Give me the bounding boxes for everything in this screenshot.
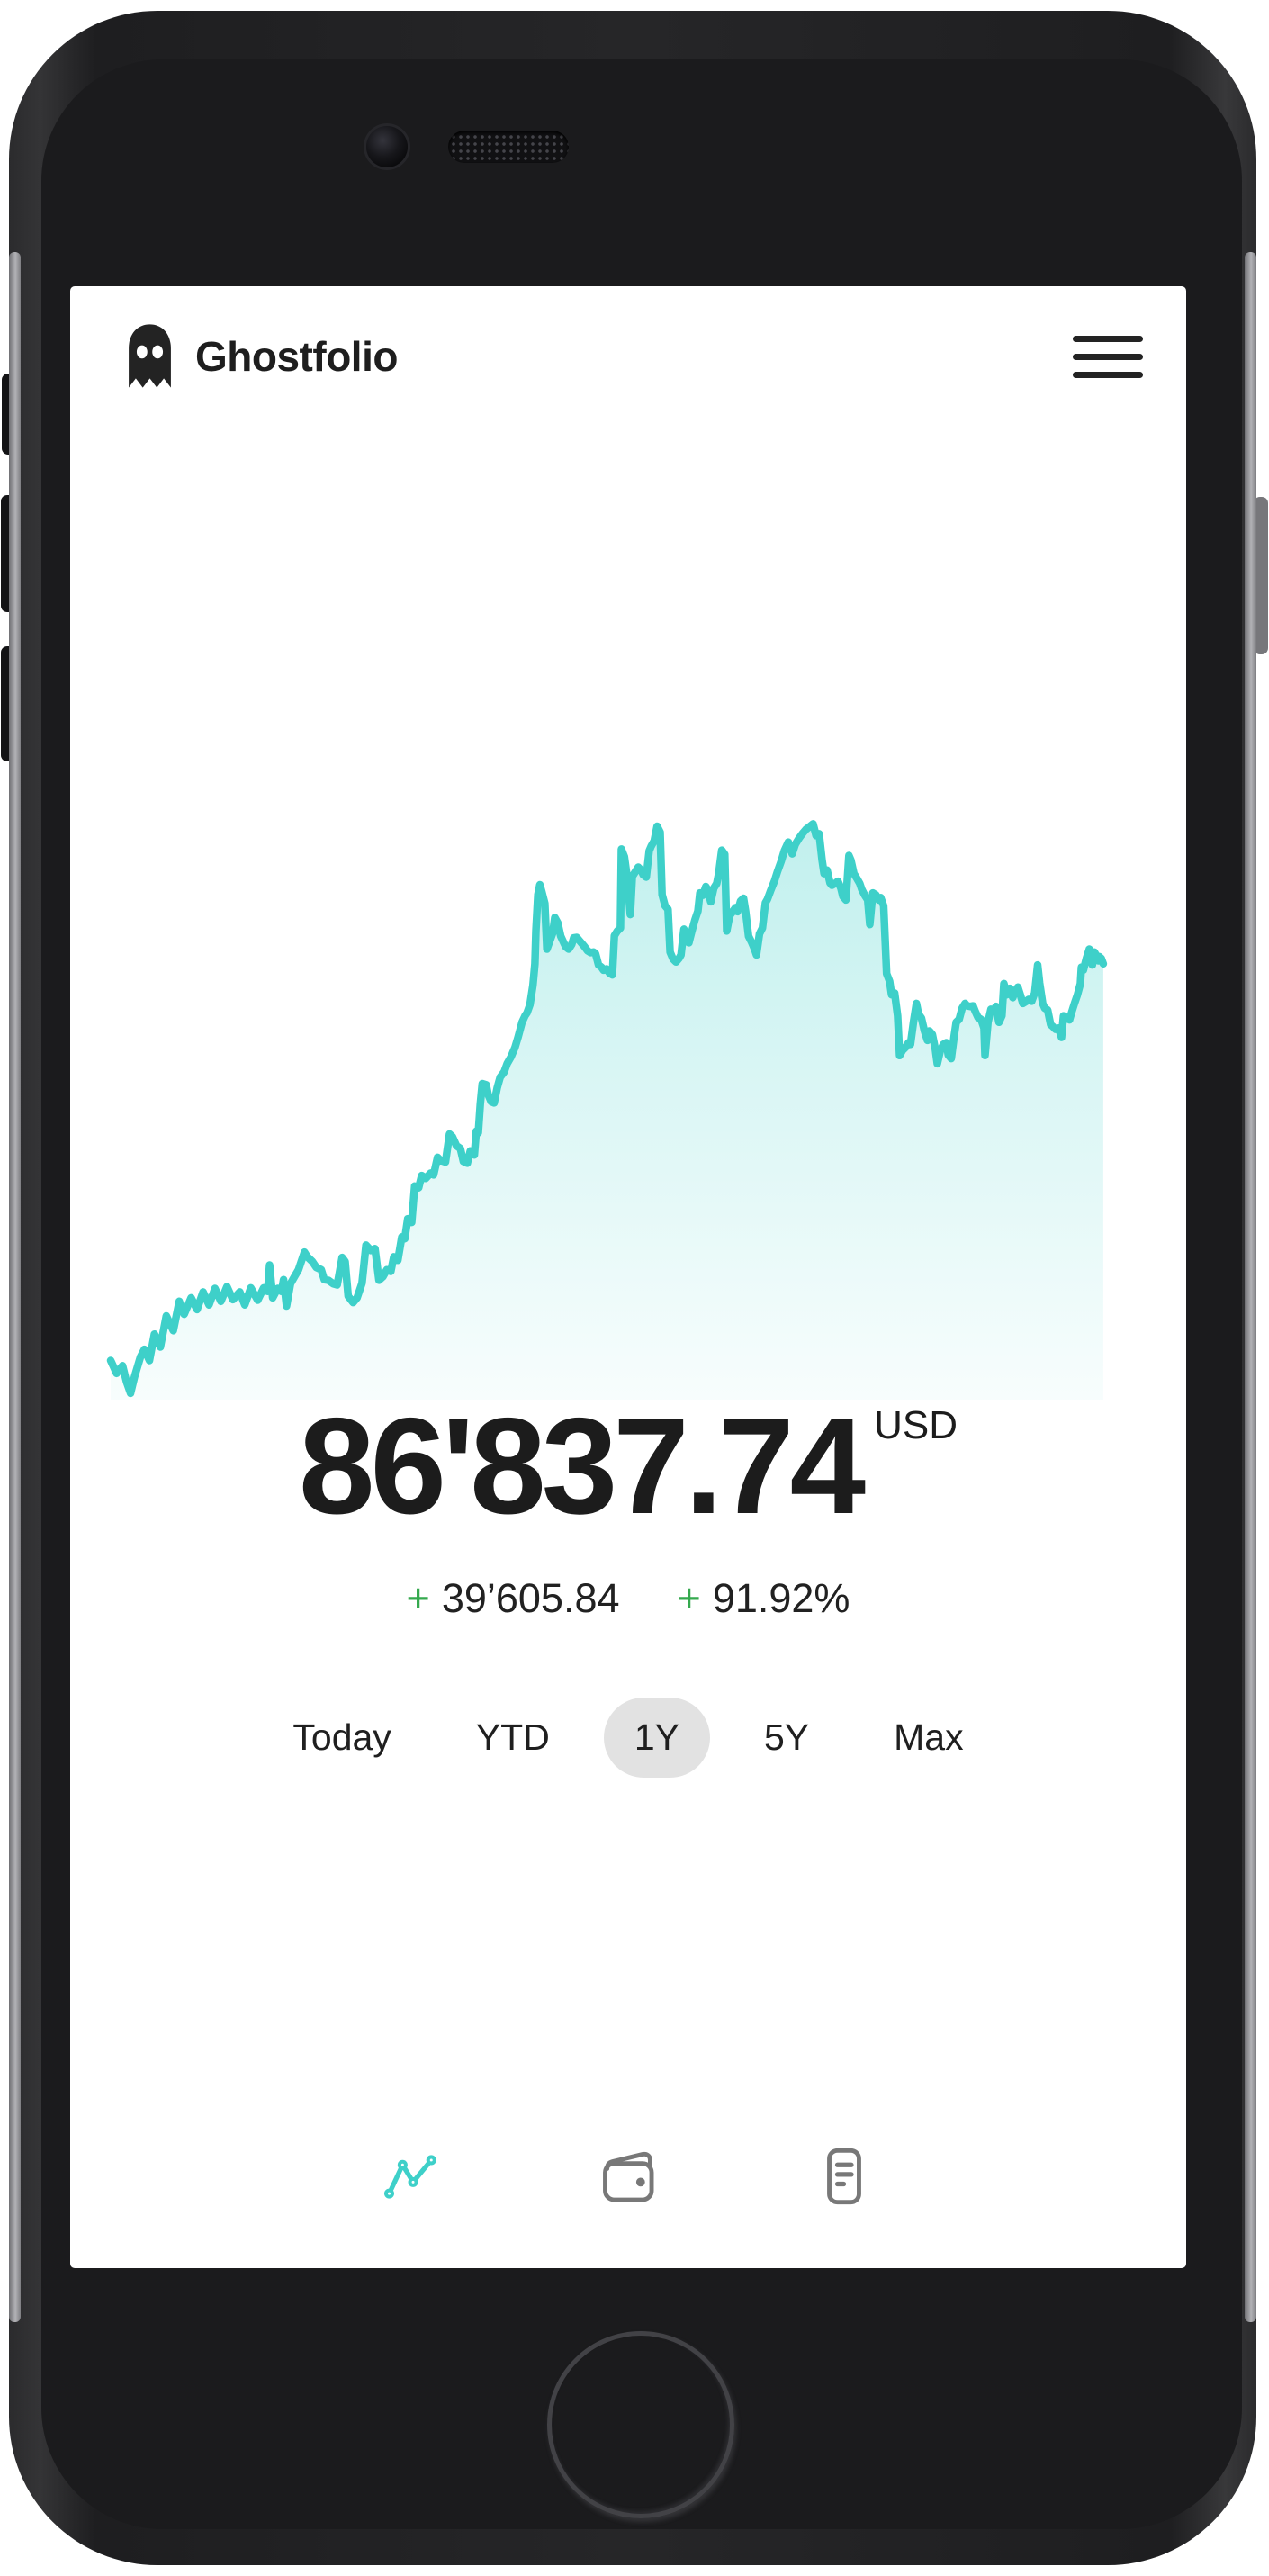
period-selector: Today YTD 1Y 5Y Max (70, 1698, 1186, 1778)
change-percent-sign: + (677, 1575, 701, 1621)
period-button-5y[interactable]: 5Y (763, 1716, 810, 1758)
document-icon (827, 2148, 861, 2205)
hamburger-menu-icon[interactable] (1071, 327, 1145, 387)
wallet-icon (603, 2151, 654, 2202)
period-button-max[interactable]: Max (894, 1716, 964, 1758)
portfolio-currency: USD (874, 1403, 958, 1447)
change-absolute: + 39’605.84 (407, 1575, 620, 1622)
home-button (547, 2331, 734, 2518)
performance-area (111, 824, 1103, 1400)
period-button-ytd[interactable]: YTD (475, 1716, 550, 1758)
nav-performance[interactable] (382, 2146, 443, 2207)
period-button-1y[interactable]: 1Y (603, 1698, 710, 1778)
phone-right-rail (1245, 252, 1256, 2322)
app-screen: Ghostfolio 86'837.74 USD + 39’605.84 (70, 286, 1186, 2268)
nav-report[interactable] (814, 2146, 875, 2207)
performance-line (106, 820, 1108, 1398)
power-button (1254, 497, 1268, 654)
portfolio-value-row: 86'837.74 USD (70, 1398, 1186, 1535)
earpiece-speaker (448, 131, 569, 163)
performance-chart[interactable] (106, 815, 1108, 1400)
change-percent-value: 91.92% (712, 1575, 850, 1621)
portfolio-change-row: + 39’605.84 + 91.92% (70, 1575, 1186, 1622)
app-title: Ghostfolio (195, 333, 398, 380)
bottom-navigation (70, 2146, 1186, 2207)
change-absolute-sign: + (406, 1575, 430, 1621)
app-header: Ghostfolio (124, 313, 1145, 400)
front-camera (366, 126, 408, 167)
ghost-icon (129, 324, 171, 388)
period-button-today[interactable]: Today (292, 1716, 392, 1758)
change-absolute-value: 39’605.84 (441, 1575, 620, 1621)
nav-accounts[interactable] (598, 2146, 659, 2207)
portfolio-total-value: 86'837.74 (298, 1390, 866, 1543)
phone-left-rail (9, 252, 21, 2322)
line-chart-icon (383, 2155, 436, 2199)
change-percent: + 91.92% (678, 1575, 850, 1622)
